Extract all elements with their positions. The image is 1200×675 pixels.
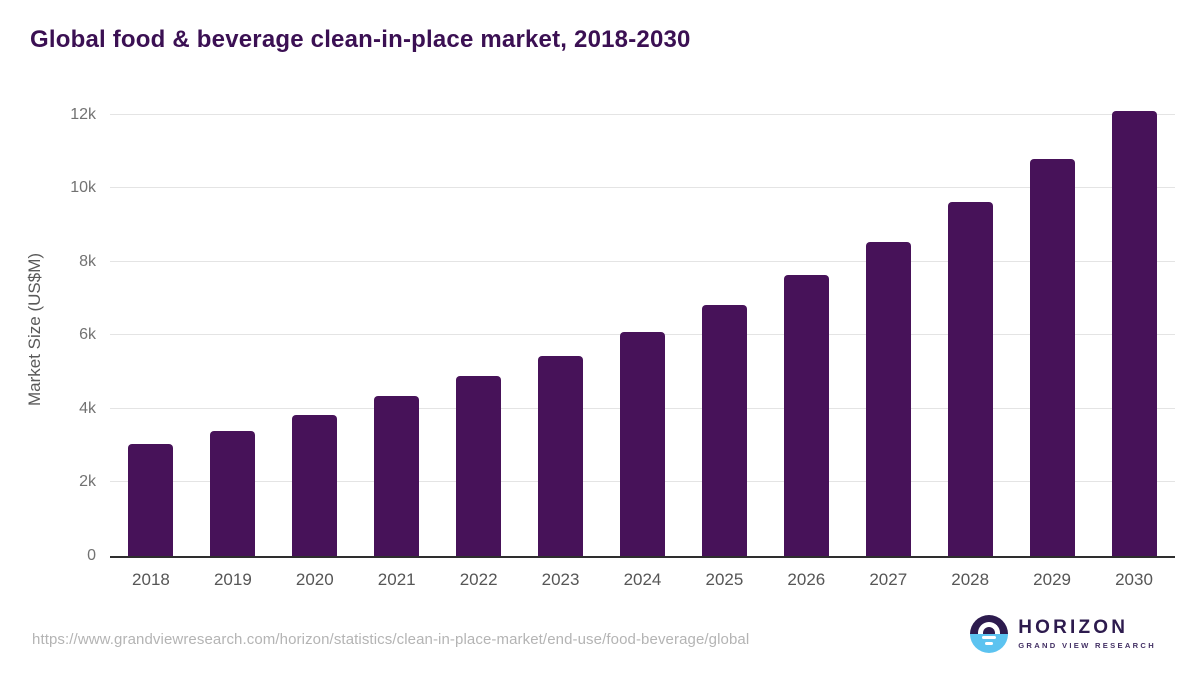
bar-2020: [292, 414, 338, 556]
logo-brand-name: HORIZON: [1018, 617, 1129, 639]
x-tick-label: 2020: [295, 570, 334, 589]
x-tick-label: 2027: [869, 570, 908, 589]
sun-arch-icon: [978, 622, 1001, 634]
y-tick-label: 8k: [79, 252, 96, 270]
bar-2021: [374, 395, 420, 556]
x-tick-label: 2029: [1033, 570, 1072, 589]
bar-2018: [128, 443, 174, 556]
horizon-reflection-icon: [985, 642, 994, 645]
bar-2019: [210, 430, 256, 556]
bar-slot-2020: 2020: [274, 100, 356, 589]
bar-slot-2028: 2028: [929, 100, 1011, 589]
bar-2025: [701, 305, 747, 556]
gridline-12k: [110, 113, 1175, 115]
y-tick-label: 2k: [79, 473, 96, 491]
bar-2029: [1029, 159, 1075, 556]
bar-2022: [456, 376, 502, 556]
bar-slot-2029: 2029: [1011, 100, 1093, 589]
x-tick-label: 2024: [623, 570, 662, 589]
horizon-reflection-icon: [982, 636, 997, 639]
x-tick-label: 2026: [787, 570, 826, 589]
bar-slot-2027: 2027: [847, 100, 929, 589]
x-tick-label: 2028: [951, 570, 990, 589]
y-tick-label: 6k: [79, 326, 96, 344]
plot-area: 2018 2019 2020 2021 2022 2023 2024 2025 2026 2027…: [70, 100, 1175, 589]
bar-slot-2018: 2018: [110, 100, 192, 589]
gridline-8k: [110, 260, 1175, 262]
bar-slot-2019: 2019: [192, 100, 274, 589]
x-tick-label: 2022: [459, 570, 498, 589]
y-tick-label: 10k: [70, 179, 96, 197]
bar-slot-2025: 2025: [683, 100, 765, 589]
x-tick-label: 2025: [705, 570, 744, 589]
y-axis-title: Market Size (US$M): [25, 252, 44, 406]
bar-2030: [1111, 110, 1157, 556]
bar-slot-2030: 2030: [1093, 100, 1175, 589]
x-tick-label: 2023: [541, 570, 580, 589]
x-tick-label: 2030: [1115, 570, 1153, 589]
source-url: https://www.grandviewresearch.com/horizo…: [32, 631, 750, 648]
horizon-logo: HORIZON GRAND VIEW RESEARCH: [970, 615, 1156, 653]
bar-series: 2018 2019 2020 2021 2022 2023 2024 2025 2026 2027…: [110, 100, 1175, 589]
bar-2023: [538, 355, 584, 556]
bar-slot-2026: 2026: [765, 100, 847, 589]
bar-2026: [783, 274, 829, 556]
logo-subtext: GRAND VIEW RESEARCH: [1018, 640, 1156, 650]
y-tick-label: 0: [87, 547, 96, 564]
x-tick-label: 2021: [377, 570, 416, 589]
x-tick-label: 2018: [132, 570, 170, 589]
y-tick-label: 12k: [70, 105, 96, 123]
bar-slot-2023: 2023: [520, 100, 602, 589]
bar-slot-2021: 2021: [356, 100, 438, 589]
bar-2028: [947, 202, 993, 556]
bar-slot-2024: 2024: [602, 100, 684, 589]
chart-title: Global food & beverage clean-in-place ma…: [30, 26, 691, 53]
x-tick-label: 2019: [213, 570, 252, 589]
bar-2024: [619, 331, 665, 556]
bar-slot-2022: 2022: [438, 100, 520, 589]
y-tick-label: 4k: [79, 399, 96, 417]
gridline-10k: [110, 187, 1175, 189]
horizon-logo-icon: [970, 615, 1009, 653]
bar-2027: [865, 241, 911, 556]
logo-text: HORIZON GRAND VIEW RESEARCH: [1018, 618, 1156, 650]
